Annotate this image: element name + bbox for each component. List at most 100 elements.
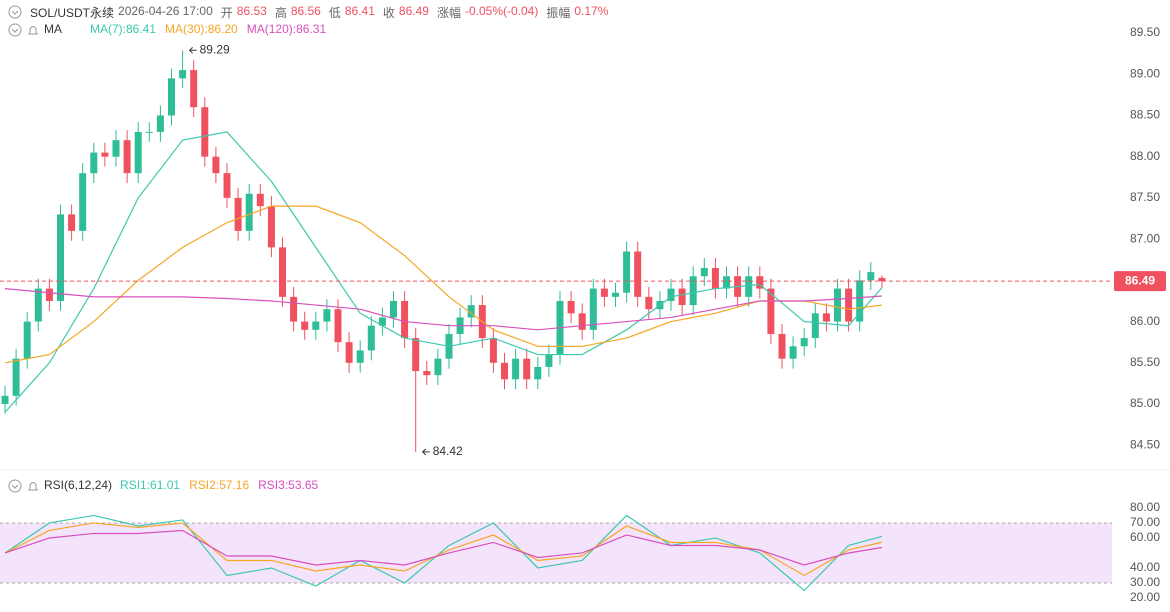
candle-body bbox=[156, 115, 164, 132]
candle-body bbox=[378, 317, 386, 326]
candle-body bbox=[79, 173, 87, 231]
candle-body bbox=[745, 276, 753, 297]
y-tick-label: 88.00 bbox=[1130, 149, 1160, 163]
candle-body bbox=[45, 288, 53, 301]
candle-body bbox=[501, 362, 508, 380]
value: 86.41 bbox=[344, 4, 375, 18]
chevron bbox=[11, 10, 19, 15]
chevron bbox=[11, 484, 19, 489]
label: 高 bbox=[274, 6, 287, 20]
chevron bbox=[11, 28, 19, 33]
candle-body bbox=[101, 152, 109, 157]
candle-body bbox=[534, 366, 542, 380]
candle-body bbox=[290, 296, 298, 322]
value: -0.05%(-0.04) bbox=[464, 4, 539, 18]
candle-body bbox=[689, 276, 697, 306]
candle-body bbox=[1, 395, 9, 405]
candle-body bbox=[811, 313, 819, 339]
candle-body bbox=[723, 276, 730, 289]
candle-body bbox=[789, 346, 797, 359]
candle-body bbox=[567, 300, 575, 314]
value: 86.53 bbox=[236, 4, 267, 18]
candle-body bbox=[856, 280, 864, 322]
extreme-arrow bbox=[421, 448, 430, 456]
y-tick-label: 40.00 bbox=[1130, 560, 1160, 574]
panel-title: MA bbox=[44, 22, 62, 36]
legend-entry: RSI1:61.01 bbox=[120, 478, 180, 492]
candle-body bbox=[179, 70, 187, 79]
y-tick-label: 87.00 bbox=[1130, 231, 1160, 245]
y-tick-label: 87.50 bbox=[1130, 190, 1160, 204]
y-tick-label: 89.00 bbox=[1130, 66, 1160, 80]
price-tag bbox=[1114, 271, 1166, 292]
y-tick-label: 60.00 bbox=[1130, 530, 1160, 544]
y-tick-label: 85.50 bbox=[1130, 355, 1160, 369]
y-tick-label: 85.00 bbox=[1130, 396, 1160, 410]
candle-body bbox=[390, 300, 397, 318]
legend-entry: MA(120):86.31 bbox=[247, 22, 327, 36]
candle-body bbox=[778, 333, 786, 359]
candle-body bbox=[334, 309, 342, 343]
label: 收 bbox=[382, 6, 395, 20]
candle-body bbox=[401, 300, 409, 339]
indicator-line bbox=[4, 529, 882, 566]
candle-body bbox=[223, 173, 231, 198]
y-tick-label: 80.00 bbox=[1130, 500, 1160, 514]
y-tick-label: 20.00 bbox=[1130, 590, 1160, 604]
candle-body bbox=[190, 70, 198, 108]
candle-body bbox=[267, 206, 275, 248]
candle-body bbox=[645, 296, 653, 310]
legend-entry: RSI2:57.16 bbox=[189, 478, 249, 492]
candle-body bbox=[345, 342, 353, 363]
candle-body bbox=[434, 358, 442, 376]
y-tick-label: 88.50 bbox=[1130, 108, 1160, 122]
collapse-icon[interactable] bbox=[8, 23, 22, 37]
candle-body bbox=[356, 350, 364, 363]
header: SOL/USDT永续 2026-04-26 17:00 开 86.53 高 86.5… bbox=[30, 4, 612, 21]
label: 开 bbox=[220, 6, 233, 20]
y-tick-label: 86.00 bbox=[1130, 314, 1160, 328]
collapse-icon[interactable] bbox=[8, 5, 22, 19]
candle-body bbox=[123, 140, 131, 174]
candle-body bbox=[323, 309, 331, 322]
candle-body bbox=[800, 338, 808, 347]
bell-icon[interactable] bbox=[28, 26, 38, 35]
candle-body bbox=[678, 288, 686, 306]
y-tick-label: 70.00 bbox=[1130, 515, 1160, 529]
label: 涨幅 bbox=[436, 6, 461, 20]
bell-icon[interactable] bbox=[28, 482, 38, 491]
candle-body bbox=[845, 288, 853, 322]
value: 0.17% bbox=[574, 4, 609, 18]
y-tick-label: 84.50 bbox=[1130, 437, 1160, 451]
candle-body bbox=[34, 288, 42, 322]
candle-body bbox=[423, 371, 431, 376]
candle-body bbox=[90, 152, 98, 174]
candle-body bbox=[667, 288, 675, 301]
collapse-icon[interactable] bbox=[8, 479, 22, 493]
candle-body bbox=[489, 338, 497, 363]
indicator-line bbox=[4, 205, 882, 364]
candle-body bbox=[301, 321, 309, 330]
candle-body bbox=[612, 292, 619, 297]
y-tick-label: 89.50 bbox=[1130, 25, 1160, 39]
symbol: SOL/USDT永续 bbox=[30, 6, 115, 20]
candle-body bbox=[145, 131, 153, 133]
candle-body bbox=[367, 325, 375, 351]
candle-body bbox=[634, 251, 642, 297]
icons bbox=[8, 5, 38, 493]
candle-body bbox=[68, 214, 76, 231]
indicator-line bbox=[4, 522, 883, 577]
candle-body bbox=[412, 338, 420, 372]
y-tick-label: 30.00 bbox=[1130, 575, 1160, 589]
candle-body bbox=[822, 313, 830, 322]
label: 振幅 bbox=[546, 6, 571, 20]
candle-body bbox=[512, 358, 520, 380]
candle-body bbox=[23, 321, 31, 359]
indicator-line bbox=[4, 131, 883, 413]
indicator-line bbox=[4, 287, 882, 331]
candle-body bbox=[256, 193, 264, 207]
candle-body bbox=[279, 247, 286, 297]
candle-body bbox=[834, 288, 841, 322]
candle-body bbox=[245, 193, 253, 231]
rsi-band bbox=[0, 522, 1112, 583]
